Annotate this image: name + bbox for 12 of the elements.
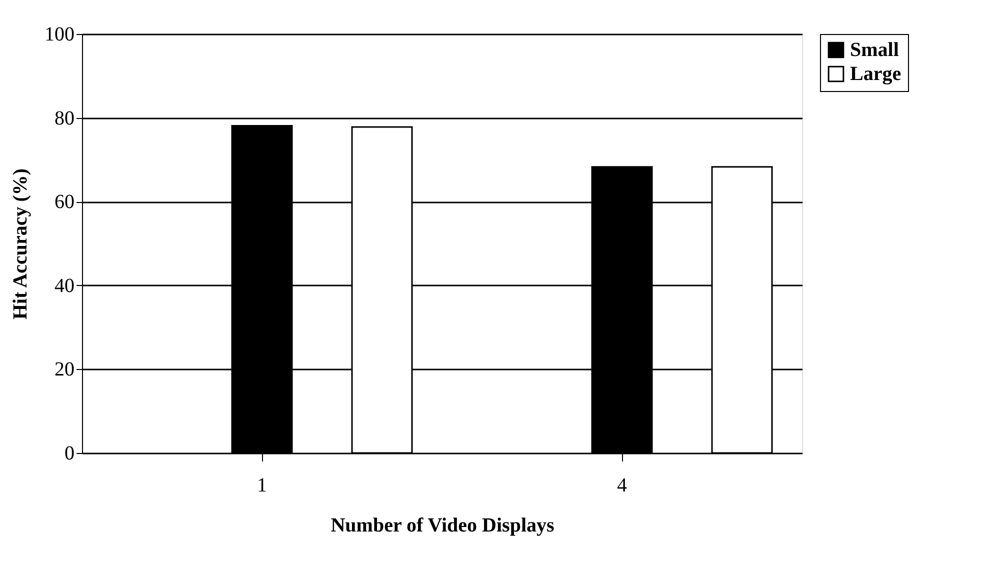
y-axis-title: Hit Accuracy (%) (10, 168, 32, 320)
y-tick-label: 80 (54, 107, 74, 130)
legend-label: Small (850, 39, 900, 61)
y-tick-label: 0 (64, 442, 74, 464)
y-tick-label: 20 (54, 358, 74, 381)
x-tick-label: 4 (617, 474, 627, 496)
x-axis-title: Number of Video Displays (330, 514, 554, 536)
y-tick-label: 60 (54, 191, 74, 214)
y-tick-label: 40 (54, 274, 74, 297)
y-tick-label: 100 (44, 24, 74, 46)
x-tick-label: 1 (257, 474, 267, 496)
legend-label: Large (850, 63, 902, 85)
